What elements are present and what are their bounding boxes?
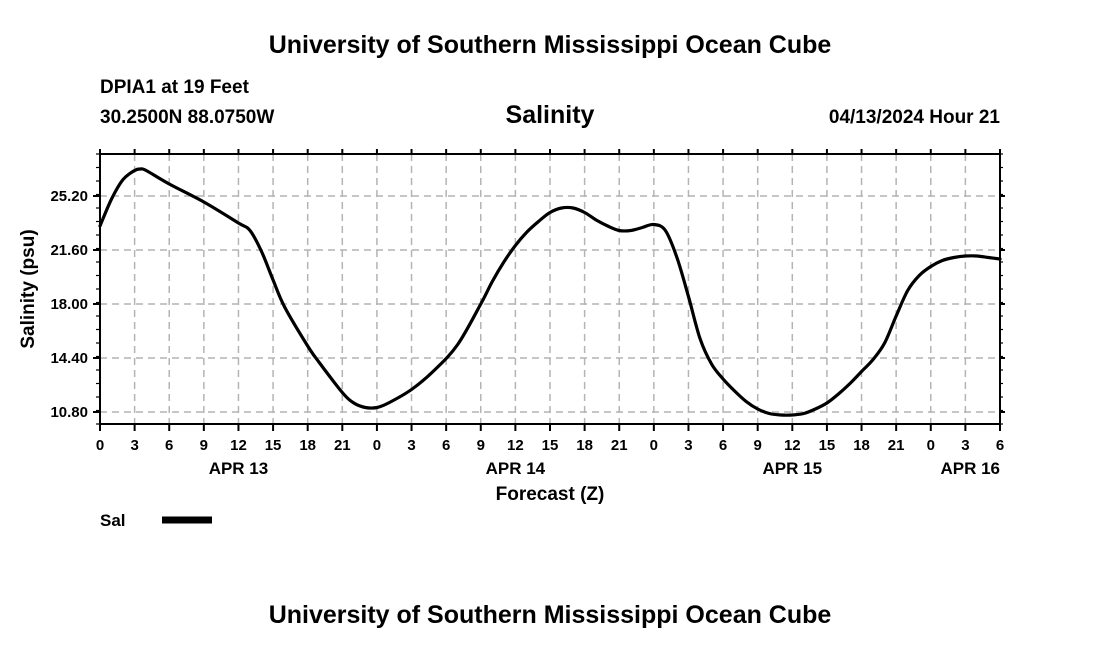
station-label: DPIA1 at 19 Feet bbox=[100, 77, 249, 98]
x-tick-labels: 0 3 6 9 12 15 18 21 0 3 6 9 12 15 18 21 0 3 6 9 12 15 18 21 0 3 6 bbox=[96, 437, 1004, 454]
legend-label-sal: Sal bbox=[100, 511, 126, 530]
x-tick-label: 15 bbox=[265, 437, 282, 454]
x-tick-label: 18 bbox=[853, 437, 870, 454]
y-tick-labels: 10.80 14.40 18.00 21.60 25.20 bbox=[50, 188, 88, 421]
x-tick-label: 12 bbox=[507, 437, 524, 454]
x-tick-label: 9 bbox=[754, 437, 762, 454]
x-tick-label: 0 bbox=[927, 437, 935, 454]
x-tick-label: 0 bbox=[373, 437, 381, 454]
x-tick-label: 12 bbox=[784, 437, 801, 454]
x-tick-label: 6 bbox=[996, 437, 1004, 454]
x-tick-label: 21 bbox=[888, 437, 905, 454]
y-tick-label: 21.60 bbox=[50, 242, 88, 259]
x-tick-label: 0 bbox=[96, 437, 104, 454]
y-tick-label: 18.00 bbox=[50, 296, 88, 313]
x-tick-label: 0 bbox=[650, 437, 658, 454]
page-title: University of Southern Mississippi Ocean… bbox=[268, 31, 832, 59]
forecast-datetime: 04/13/2024 Hour 21 bbox=[828, 107, 1000, 128]
date-label: APR 15 bbox=[763, 459, 823, 478]
x-tick-label: 3 bbox=[684, 437, 692, 454]
series-line-sal bbox=[98, 167, 1002, 417]
y-tick-label: 25.20 bbox=[50, 188, 88, 205]
x-tick-label: 3 bbox=[961, 437, 969, 454]
x-tick-label: 18 bbox=[576, 437, 593, 454]
x-tick-label: 21 bbox=[334, 437, 351, 454]
x-tick-label: 12 bbox=[230, 437, 247, 454]
legend: Sal bbox=[100, 511, 212, 530]
x-tick-label: 9 bbox=[477, 437, 485, 454]
y-axis-label: Salinity (psu) bbox=[18, 229, 39, 348]
plot-frame bbox=[99, 153, 1001, 425]
grid-lines bbox=[100, 154, 1000, 424]
chart-title: Salinity bbox=[505, 101, 595, 129]
x-axis-label: Forecast (Z) bbox=[496, 484, 605, 505]
x-tick-label: 3 bbox=[407, 437, 415, 454]
x-tick-label: 3 bbox=[130, 437, 138, 454]
series-layer bbox=[98, 167, 1002, 417]
station-coords: 30.2500N 88.0750W bbox=[100, 107, 275, 128]
y-tick-label: 14.40 bbox=[50, 350, 88, 367]
x-tick-label: 9 bbox=[200, 437, 208, 454]
y-tick-label: 10.80 bbox=[50, 404, 88, 421]
x-tick-label: 15 bbox=[542, 437, 559, 454]
x-tick-label: 6 bbox=[442, 437, 450, 454]
x-tick-label: 6 bbox=[719, 437, 727, 454]
date-label: APR 14 bbox=[486, 459, 546, 478]
minor-ticks bbox=[93, 149, 1005, 431]
footer-title: University of Southern Mississippi Ocean… bbox=[268, 601, 832, 629]
date-label: APR 16 bbox=[940, 459, 1000, 478]
date-labels: APR 13 APR 14 APR 15 APR 16 bbox=[209, 459, 1000, 478]
date-label: APR 13 bbox=[209, 459, 269, 478]
x-tick-label: 15 bbox=[819, 437, 836, 454]
x-tick-label: 6 bbox=[165, 437, 173, 454]
x-tick-label: 21 bbox=[611, 437, 628, 454]
x-tick-label: 18 bbox=[299, 437, 316, 454]
